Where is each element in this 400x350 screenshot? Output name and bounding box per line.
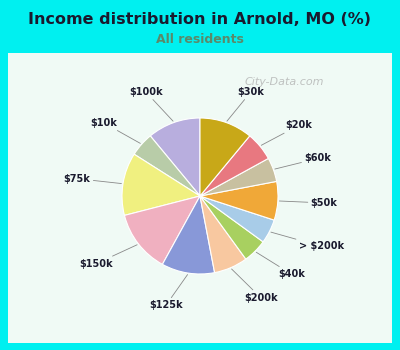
Wedge shape	[200, 118, 250, 196]
Text: $60k: $60k	[275, 154, 331, 169]
FancyBboxPatch shape	[8, 52, 392, 343]
Text: $75k: $75k	[64, 174, 122, 184]
Text: $30k: $30k	[227, 87, 264, 121]
Wedge shape	[150, 118, 200, 196]
Text: City-Data.com: City-Data.com	[245, 77, 324, 86]
Text: $125k: $125k	[149, 275, 188, 310]
Wedge shape	[200, 196, 274, 242]
Wedge shape	[124, 196, 200, 264]
Wedge shape	[200, 196, 246, 273]
Wedge shape	[200, 136, 268, 196]
Text: > $200k: > $200k	[271, 232, 344, 251]
Text: All residents: All residents	[156, 33, 244, 46]
Wedge shape	[200, 181, 278, 220]
Text: $10k: $10k	[90, 118, 140, 144]
Text: $50k: $50k	[280, 198, 338, 208]
Text: $40k: $40k	[256, 252, 305, 279]
Wedge shape	[122, 154, 200, 215]
Text: $200k: $200k	[232, 269, 278, 303]
Wedge shape	[162, 196, 215, 274]
Text: $150k: $150k	[79, 245, 137, 269]
Wedge shape	[200, 159, 277, 196]
Wedge shape	[134, 136, 200, 196]
Wedge shape	[200, 196, 263, 259]
Text: Income distribution in Arnold, MO (%): Income distribution in Arnold, MO (%)	[28, 12, 372, 27]
Text: $20k: $20k	[261, 120, 312, 145]
Text: $100k: $100k	[129, 87, 173, 121]
